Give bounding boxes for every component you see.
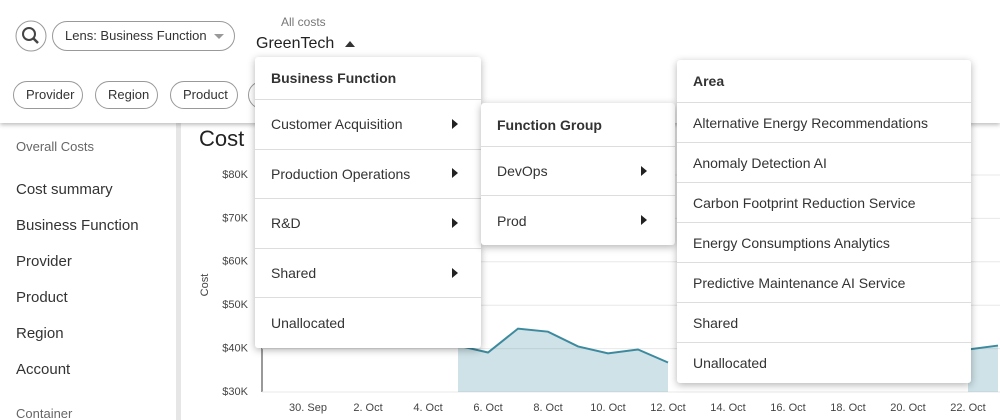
submenu-arrow (452, 267, 458, 278)
sidebar-heading: Overall Costs (16, 139, 95, 154)
y-tick-label: $30K (222, 386, 248, 398)
scope-label: All costs (281, 15, 326, 29)
menu-item-label: Shared (271, 265, 317, 282)
y-tick-label: $50K (222, 299, 248, 311)
y-tick-label: $60K (222, 256, 248, 268)
sidebar: Overall Costs Container Cost summary Busi… (0, 123, 181, 420)
scope-value: GreenTech (256, 35, 335, 52)
menu-item[interactable]: Shared (255, 249, 481, 299)
menu-item-label: Predictive Maintenance AI Service (693, 274, 906, 291)
menu-item[interactable]: Shared (677, 303, 971, 343)
filter-chip[interactable]: Product (170, 81, 238, 109)
menu-item-label: DevOps (497, 163, 548, 179)
dropdown-arrow (214, 34, 224, 39)
x-tick-label: 6. Oct (473, 402, 502, 414)
x-tick-label: 22. Oct (950, 402, 985, 414)
x-tick-label: 12. Oct (650, 402, 685, 414)
nav-item[interactable]: Account (16, 361, 71, 378)
nav-item[interactable]: Product (16, 289, 68, 306)
menu-item[interactable]: Unallocated (677, 343, 971, 383)
menu-item-label: Carbon Footprint Reduction Service (693, 194, 916, 211)
x-tick-label: 20. Oct (890, 402, 925, 414)
x-tick-label: 14. Oct (710, 402, 745, 414)
menu-item-label: Production Operations (271, 165, 411, 182)
submenu-arrow (452, 118, 458, 129)
menu-item[interactable]: DevOps (481, 147, 675, 196)
menu-item-label: R&D (271, 215, 301, 232)
x-tick-label: 30. Sep (289, 402, 327, 414)
menu-item-label: Unallocated (693, 355, 767, 371)
menu-item[interactable]: Production Operations (255, 150, 481, 200)
dropdown-menu: Business Function Customer Acquisition Pro… (255, 57, 481, 348)
x-tick-label: 16. Oct (770, 402, 805, 414)
dropdown-menu: Area Alternative Energy Recommendations An… (677, 60, 971, 383)
x-tick-label: 10. Oct (590, 402, 625, 414)
menu-header-text: Function Group (497, 116, 602, 133)
menu-item[interactable]: Alternative Energy Recommendations (677, 103, 971, 143)
lens-label: Lens: Business Function (65, 28, 207, 43)
menu-item[interactable]: Energy Consumptions Analytics (677, 223, 971, 263)
chart-title: Cost (199, 126, 244, 151)
sidebar-heading: Container (16, 406, 73, 420)
nav-item[interactable]: Cost summary (16, 181, 113, 198)
x-tick-label: 4. Oct (413, 402, 442, 414)
menu-item-label: Energy Consumptions Analytics (693, 234, 890, 251)
search-button[interactable] (15, 20, 47, 52)
x-tick-label: 18. Oct (830, 402, 865, 414)
submenu-arrow (452, 217, 458, 228)
submenu-arrow (641, 165, 647, 176)
x-tick-label: 2. Oct (353, 402, 382, 414)
menu-item-label: Customer Acquisition (271, 116, 403, 133)
menu-header-text: Business Function (271, 70, 397, 86)
menu-header-text: Area (693, 73, 725, 89)
menu-item-label: Unallocated (271, 315, 345, 332)
menu-item[interactable]: Carbon Footprint Reduction Service (677, 183, 971, 223)
menu-item[interactable]: Unallocated (255, 298, 481, 348)
menu-item-label: Prod (497, 212, 527, 229)
menu-item-label: Shared (693, 314, 739, 331)
submenu-arrow (452, 168, 458, 179)
area-fill (458, 328, 998, 392)
menu-item[interactable]: R&D (255, 199, 481, 249)
menu-item[interactable]: Anomaly Detection AI (677, 143, 971, 183)
menu-item-label: Alternative Energy Recommendations (693, 114, 929, 131)
x-tick-label: 8. Oct (533, 402, 562, 414)
y-tick-label: $80K (222, 169, 248, 181)
scope-arrow (344, 40, 355, 47)
menu-header: Business Function (255, 57, 481, 100)
menu-item[interactable]: Prod (481, 196, 675, 245)
nav-item[interactable]: Provider (16, 253, 72, 270)
menu-header: Function Group (481, 103, 675, 147)
submenu-arrow (641, 214, 647, 225)
menu-item[interactable]: Customer Acquisition (255, 100, 481, 150)
dropdown-menu: Function Group DevOps Prod (481, 103, 675, 245)
menu-header: Area (677, 60, 971, 103)
y-tick-label: $70K (222, 212, 248, 224)
line (457, 327, 999, 364)
nav-item[interactable]: Region (16, 325, 64, 342)
filter-chip[interactable]: Provider (13, 81, 83, 109)
lens-select[interactable]: Lens: Business Function (52, 21, 235, 51)
menu-item-label: Anomaly Detection AI (693, 154, 827, 171)
nav-item[interactable]: Business Function (16, 217, 139, 234)
menu-item[interactable]: Predictive Maintenance AI Service (677, 263, 971, 303)
scope-selector[interactable]: GreenTech (256, 35, 355, 53)
y-axis-label: Cost (199, 274, 211, 297)
y-tick-label: $40K (222, 343, 248, 355)
filter-chip[interactable]: Region (95, 81, 158, 109)
